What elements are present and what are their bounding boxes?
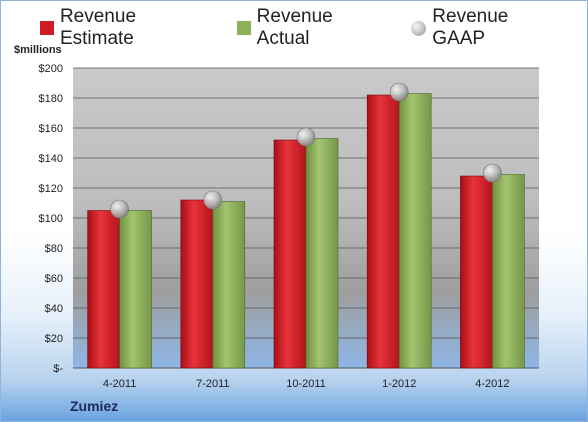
- legend-item-estimate: Revenue Estimate: [40, 6, 215, 50]
- x-tick-label: 10-2011: [286, 378, 326, 390]
- bar-revenue-actual: [398, 93, 432, 369]
- x-tick-label: 7-2011: [196, 378, 229, 390]
- legend-item-gaap: Revenue GAAP: [411, 6, 566, 50]
- marker-revenue-gaap: [389, 82, 409, 102]
- x-tick-label: 1-2012: [382, 378, 416, 390]
- legend-label-estimate: Revenue Estimate: [59, 6, 137, 49]
- bar-revenue-estimate: [460, 175, 493, 369]
- bar-revenue-estimate: [273, 139, 307, 369]
- bar-revenue-estimate: [180, 199, 214, 369]
- legend-swatch-estimate: [40, 21, 54, 35]
- company-name: Zumiez: [70, 398, 119, 414]
- y-tick-label: $60: [45, 273, 63, 285]
- bars: [87, 82, 525, 369]
- y-tick-label: $140: [39, 153, 63, 165]
- y-axis-unit-label: $millions: [14, 44, 62, 56]
- x-axis-ticks: 4-2011 7-2011 10-2011 1-2012 4-2012: [103, 378, 510, 390]
- y-tick-label: $120: [39, 183, 63, 195]
- legend: Revenue Estimate Revenue Actual Revenue …: [40, 6, 588, 49]
- legend-item-actual: Revenue Actual: [236, 6, 390, 50]
- bar-revenue-actual: [492, 174, 525, 369]
- marker-revenue-gaap: [483, 163, 502, 183]
- y-tick-label: $-: [53, 363, 63, 375]
- bar-revenue-estimate: [87, 210, 120, 369]
- bar-revenue-actual: [305, 138, 339, 369]
- marker-revenue-gaap: [110, 199, 129, 219]
- legend-swatch-actual: [236, 21, 251, 35]
- x-tick-label: 4-2011: [103, 378, 136, 390]
- marker-revenue-gaap: [296, 127, 316, 147]
- y-tick-label: $180: [39, 93, 63, 105]
- y-tick-label: $20: [45, 333, 63, 345]
- marker-revenue-gaap: [203, 190, 223, 210]
- y-tick-label: $200: [39, 63, 63, 75]
- x-tick-label: 4-2012: [475, 378, 509, 390]
- bar-revenue-actual: [212, 201, 246, 369]
- legend-marker-gaap: [411, 20, 427, 36]
- legend-label-gaap: Revenue GAAP: [432, 6, 509, 49]
- y-tick-label: $80: [45, 243, 63, 255]
- y-tick-label: $100: [39, 213, 63, 225]
- y-tick-label: $160: [39, 123, 63, 135]
- legend-label-actual: Revenue Actual: [256, 6, 333, 49]
- bar-revenue-actual: [119, 210, 152, 369]
- bar-revenue-estimate: [366, 94, 400, 369]
- y-tick-label: $40: [45, 303, 63, 315]
- y-axis-ticks: $- $20 $40 $60 $80 $100 $120 $140 $160 $180 $200: [39, 63, 64, 375]
